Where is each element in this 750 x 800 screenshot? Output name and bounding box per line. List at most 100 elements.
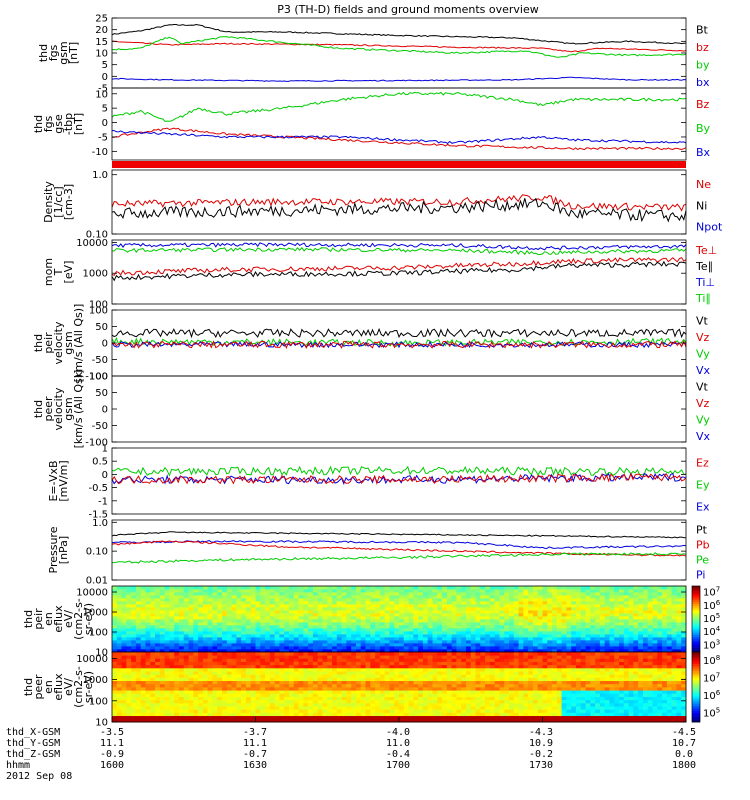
spectrogram-cell: [666, 625, 673, 629]
spectrogram-cell: [599, 613, 606, 617]
spectrogram-cell: [403, 658, 409, 662]
spectrogram-cell: [183, 718, 189, 723]
spectrogram-cell: [523, 658, 529, 662]
spectrogram-cell: [389, 592, 395, 596]
spectrogram-cell: [619, 649, 625, 653]
spectrogram-cell: [265, 687, 271, 691]
spectrogram-cell: [293, 718, 299, 723]
spectrogram-cell: [513, 613, 519, 617]
spectrogram-cell: [556, 706, 563, 710]
spectrogram-cell: [312, 664, 319, 669]
spectrogram-cell: [355, 712, 362, 717]
spectrogram-cell: [178, 677, 185, 682]
spectrogram-cell: [178, 637, 185, 641]
spectrogram-cell: [590, 601, 596, 605]
spectrogram-cell: [575, 643, 582, 647]
spectrogram-cell: [250, 637, 256, 641]
spectrogram-cell: [451, 628, 457, 632]
y-tick-label: 25: [95, 14, 108, 25]
spectrogram-cell: [169, 649, 175, 653]
spectrogram-cell: [552, 601, 558, 605]
colorbar-segment: [692, 608, 700, 611]
spectrogram-cell: [159, 598, 166, 602]
spectrogram-cell: [461, 625, 467, 629]
spectrogram-cell: [183, 687, 189, 691]
spectrogram-cell: [341, 687, 347, 691]
spectrogram-cell: [255, 592, 261, 596]
spectrogram-cell: [131, 699, 137, 704]
spectrogram-cell: [523, 667, 529, 672]
spectrogram-cell: [365, 601, 371, 605]
spectrogram-cell: [422, 718, 429, 723]
spectrogram-cell: [178, 706, 185, 710]
spectrogram-cell: [370, 667, 376, 672]
spectrogram-cell: [327, 664, 333, 669]
spectrogram-cell: [480, 589, 486, 593]
spectrogram-cell: [456, 690, 462, 694]
spectrogram-cell: [375, 715, 381, 720]
spectrogram-cell: [470, 613, 476, 617]
spectrogram-cell: [217, 598, 223, 602]
spectrogram-cell: [298, 677, 304, 682]
spectrogram-cell: [523, 592, 529, 596]
spectrogram-cell: [355, 589, 362, 593]
spectrogram-cell: [375, 640, 381, 644]
spectrogram-cell: [336, 702, 342, 707]
spectrogram-cell: [341, 649, 347, 653]
spectrogram-cell: [666, 604, 673, 608]
spectrogram-cell: [456, 661, 462, 666]
spectrogram-cell: [375, 610, 381, 614]
spectrogram-cell: [121, 613, 127, 617]
spectrogram-cell: [609, 610, 615, 614]
spectrogram-cell: [532, 674, 539, 678]
spectrogram-cell: [178, 655, 185, 659]
spectrogram-cell: [222, 628, 228, 632]
spectrogram-cell: [207, 683, 213, 688]
spectrogram-cell: [461, 595, 467, 599]
spectrogram-cell: [298, 598, 304, 602]
spectrogram-cell: [360, 649, 366, 653]
spectrogram-cell: [284, 607, 290, 611]
spectrogram-cell: [456, 646, 462, 650]
spectrogram-cell: [446, 715, 453, 720]
legend-pi: Pi: [696, 569, 705, 582]
spectrogram-cell: [245, 709, 252, 713]
spectrogram-cell: [164, 616, 170, 620]
series-line-te∥: [111, 260, 687, 282]
spectrogram-cell: [255, 690, 261, 694]
spectrogram-cell: [155, 690, 161, 694]
spectrogram-cell: [489, 715, 496, 720]
spectrogram-cell: [499, 671, 505, 675]
spectrogram-cell: [346, 601, 352, 605]
spectrogram-cell: [399, 706, 405, 710]
spectrogram-cell: [509, 589, 515, 593]
spectrogram-cell: [217, 628, 223, 632]
spectrogram-cell: [370, 643, 376, 647]
spectrogram-cell: [499, 598, 505, 602]
spectrogram-cell: [365, 634, 371, 638]
spectrogram-cell: [188, 595, 194, 599]
y-tick-label: -5: [98, 133, 108, 144]
spectrogram-cell: [642, 589, 649, 593]
spectrogram-cell: [494, 715, 500, 720]
spectrogram-cell: [112, 664, 118, 669]
colorbar-segment: [692, 599, 700, 602]
spectrogram-cell: [231, 702, 237, 707]
spectrogram-cell: [183, 702, 189, 707]
spectrogram-cell: [446, 592, 453, 596]
y-axis-label-line: gsm: [62, 331, 75, 354]
spectrogram-cell: [140, 687, 146, 691]
spectrogram-cell: [609, 598, 615, 602]
spectrogram-cell: [241, 649, 247, 653]
spectrogram-cell: [556, 604, 563, 608]
spectrogram-cell: [504, 661, 510, 666]
spectrogram-cell: [456, 628, 462, 632]
spectrogram-cell: [145, 715, 151, 720]
spectrogram-cell: [212, 589, 218, 593]
spectrogram-cell: [480, 674, 486, 678]
spectrogram-cell: [288, 706, 295, 710]
spectrogram-cell: [504, 601, 510, 605]
spectrogram-cell: [451, 696, 457, 701]
spectrogram-cell: [451, 671, 457, 675]
spectrogram-cell: [365, 661, 371, 666]
